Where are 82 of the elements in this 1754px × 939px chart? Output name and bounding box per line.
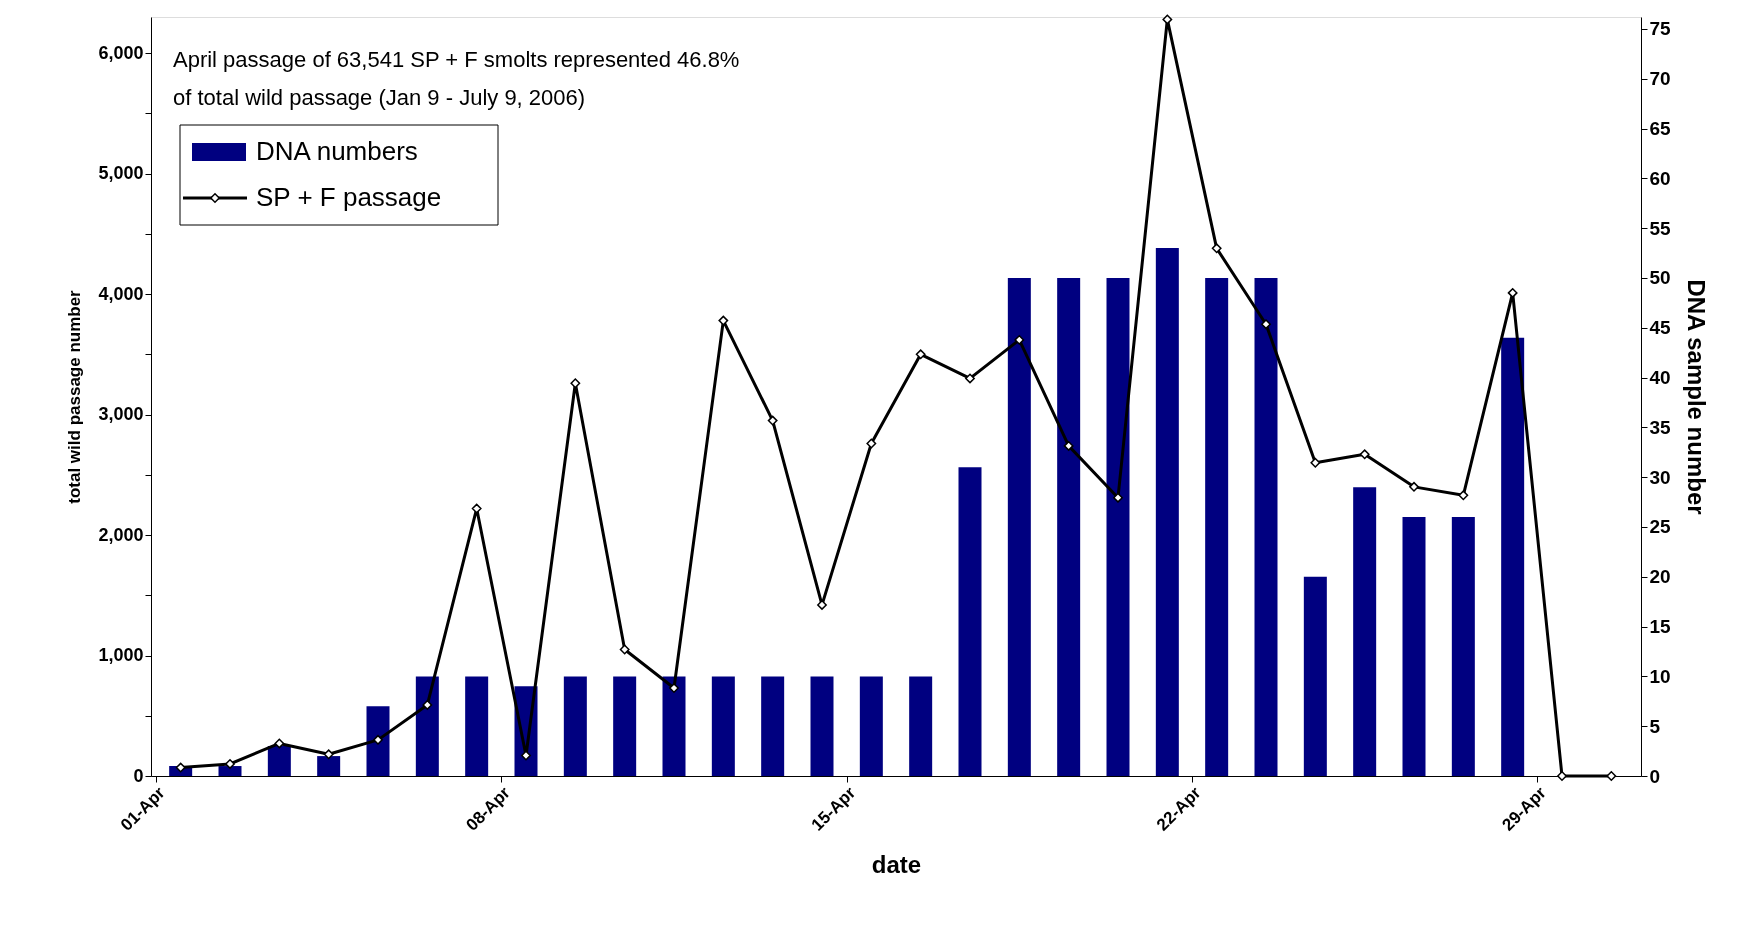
point	[619, 644, 630, 655]
bar	[1303, 576, 1327, 776]
y2-tick-label: 40	[1649, 367, 1671, 389]
point	[915, 349, 926, 360]
bar	[1254, 277, 1278, 776]
y-tick-label: 4,000	[98, 283, 144, 304]
point	[373, 734, 383, 745]
annotation: April passage of 63,541 SP + F smolts represented 46.8%	[173, 47, 740, 72]
y-tick-label: 6,000	[98, 42, 144, 63]
bar	[366, 706, 390, 776]
point	[1014, 334, 1025, 345]
bar	[859, 676, 883, 776]
y2-tick-label: 55	[1649, 217, 1672, 239]
bar	[761, 676, 785, 776]
bar	[1501, 337, 1525, 776]
y2-tick-label: 70	[1649, 68, 1671, 90]
point	[767, 415, 778, 426]
bar	[810, 676, 834, 776]
point	[1409, 481, 1419, 492]
y2-tick-label: 0	[1649, 765, 1661, 787]
point	[669, 683, 679, 693]
y2-tick-label: 30	[1649, 466, 1671, 488]
point	[274, 738, 285, 749]
y2-tick-label: 60	[1649, 167, 1671, 189]
legend-label: DNA numbers	[256, 136, 418, 166]
y2-axis-title: DNA sample number	[1682, 279, 1710, 515]
point	[422, 699, 433, 710]
y2-tick-label: 25	[1649, 516, 1672, 538]
point	[1310, 457, 1321, 468]
bar	[662, 676, 686, 776]
bar	[218, 766, 242, 776]
point	[1063, 440, 1074, 451]
point	[866, 438, 877, 449]
point	[1261, 319, 1271, 330]
y2-tick-label: 45	[1649, 317, 1672, 339]
point	[1359, 449, 1370, 460]
point	[323, 749, 334, 760]
y-axis-title: total wild passage number	[65, 289, 85, 504]
bar	[711, 676, 735, 776]
bar	[1402, 517, 1426, 776]
y2-tick-label: 35	[1649, 416, 1672, 438]
bar	[1057, 277, 1081, 776]
bar	[613, 676, 637, 776]
bar	[317, 756, 341, 776]
bar	[267, 746, 291, 776]
y-tick-label: 0	[133, 765, 144, 786]
bar	[1451, 517, 1475, 776]
bar	[909, 676, 933, 776]
point	[1211, 243, 1222, 254]
point	[1606, 771, 1617, 781]
bar	[1007, 277, 1031, 776]
y2-tick-label: 10	[1649, 665, 1671, 687]
bar	[958, 467, 982, 776]
y2-tick-label: 65	[1649, 118, 1672, 140]
legend-label: SP + F passage	[256, 182, 442, 212]
bar	[1205, 277, 1229, 776]
point	[1507, 287, 1518, 298]
bar	[1353, 487, 1377, 776]
bar	[563, 676, 587, 776]
y-tick-label: 5,000	[98, 163, 144, 184]
point	[965, 373, 975, 384]
y2-tick-label: 20	[1649, 566, 1671, 588]
point	[1113, 492, 1123, 503]
point	[1162, 14, 1173, 25]
y2-tick-label: 5	[1649, 715, 1661, 737]
x-axis-title: date	[871, 850, 922, 878]
y2-tick-label: 15	[1649, 616, 1672, 638]
y-tick-label: 3,000	[98, 404, 144, 425]
y2-tick-label: 75	[1649, 18, 1672, 40]
bar	[415, 676, 439, 776]
point	[225, 759, 235, 769]
y-tick-label: 1,000	[98, 645, 144, 666]
point	[718, 315, 729, 326]
y2-tick-label: 50	[1649, 267, 1671, 289]
bar	[1106, 277, 1130, 776]
y-tick-label: 2,000	[98, 524, 144, 545]
point	[1458, 490, 1469, 501]
point	[175, 762, 186, 773]
bar	[465, 676, 489, 776]
point	[1557, 771, 1567, 781]
annotation: of total wild passage (Jan 9 - July 9, 2006)	[173, 85, 586, 110]
bar	[1155, 248, 1179, 776]
